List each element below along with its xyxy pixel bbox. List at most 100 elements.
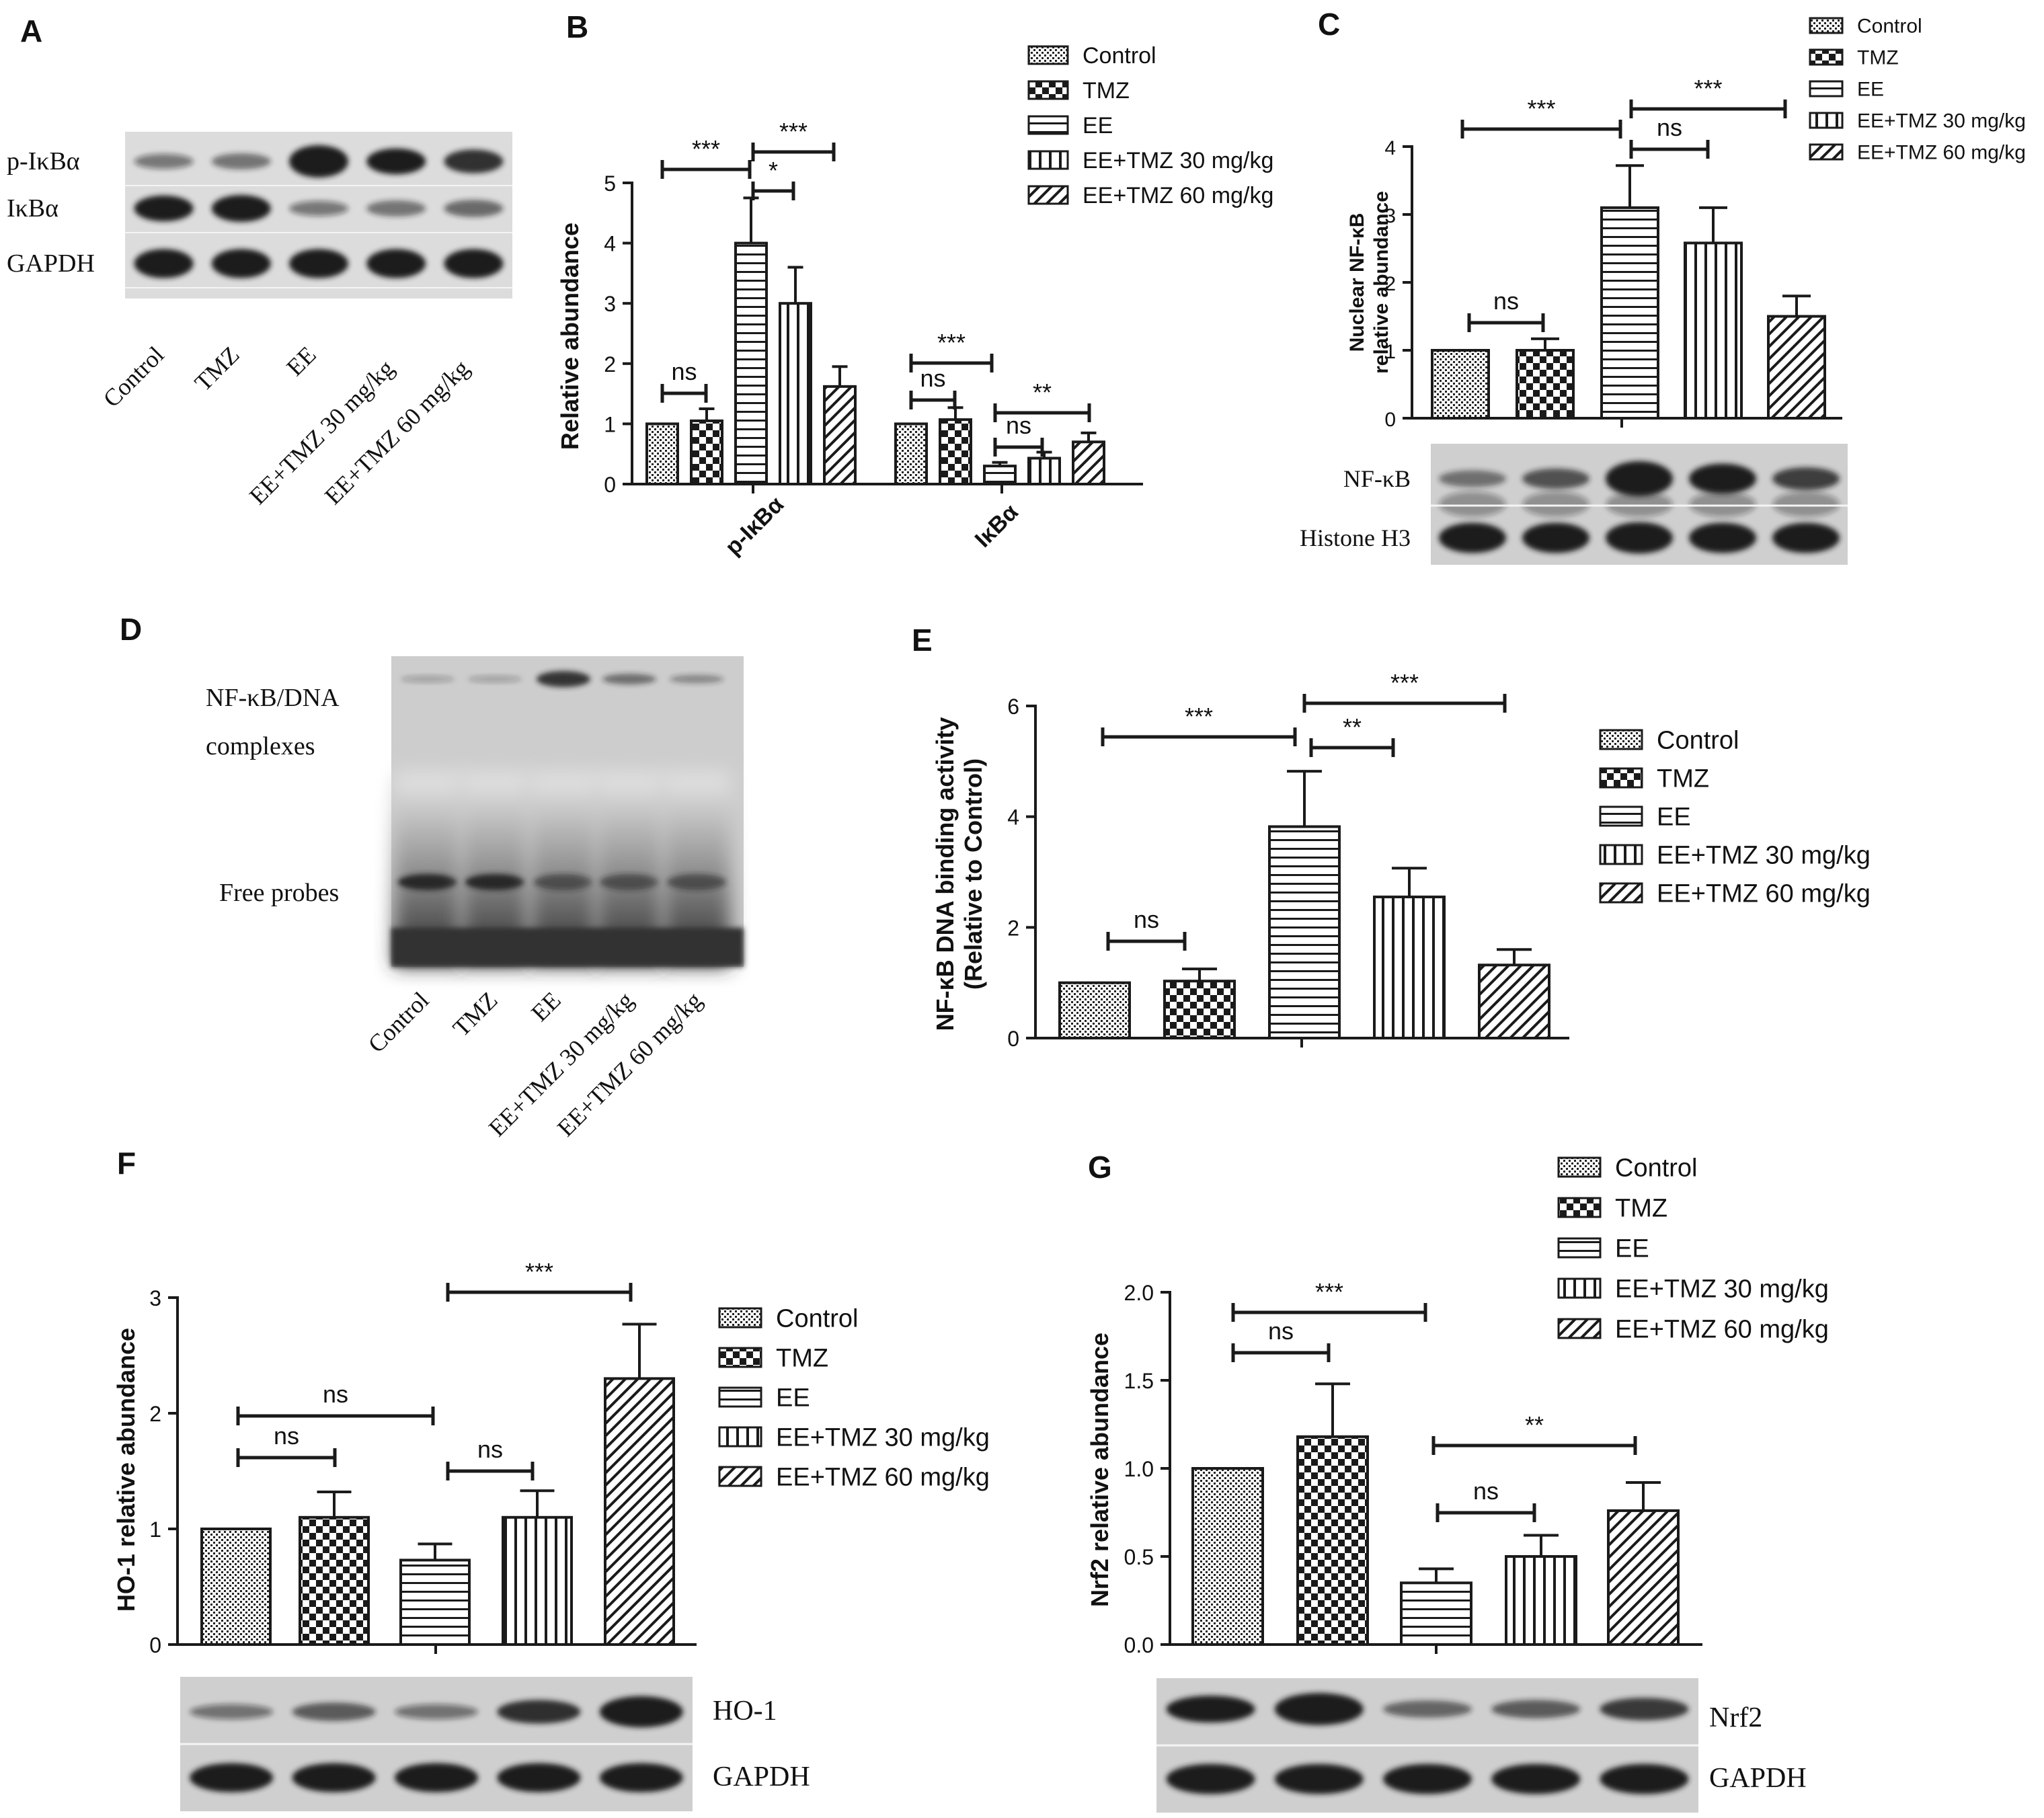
bar: [604, 1377, 675, 1646]
significance-label: ns: [477, 1435, 503, 1463]
legend-b: Control TMZ EE EE+TMZ 30 mg/kg EE+TMZ 60 mg/…: [1027, 43, 1273, 208]
x-tick-label: IκBα: [970, 500, 1023, 553]
complex-band: [468, 676, 522, 682]
panel-letter: E: [912, 623, 933, 658]
panel-letter: F: [117, 1146, 136, 1181]
complex-band: [602, 674, 656, 684]
blot-band: [289, 200, 348, 216]
panel-letter: C: [1318, 7, 1340, 42]
significance-label: ns: [1657, 114, 1682, 141]
bar: [645, 422, 679, 486]
blot-band: [1383, 1700, 1472, 1718]
legend-entry: EE+TMZ 60 mg/kg: [1857, 142, 2026, 164]
legend-entry: EE: [1615, 1234, 1649, 1263]
blot-band: [1491, 1700, 1581, 1718]
blot-row-label: GAPDH: [1709, 1763, 1807, 1794]
blot-band: [1274, 1764, 1364, 1794]
blot-band: [1606, 522, 1673, 554]
y-axis-title: Relative abundance: [556, 223, 584, 450]
blot-band: [497, 1700, 581, 1724]
legend-entry: EE+TMZ 30 mg/kg: [1083, 148, 1273, 173]
blot-band: [1522, 468, 1589, 489]
panel-letter: D: [120, 612, 142, 647]
lane-label: EE: [526, 986, 565, 1026]
free-probe-band: [465, 874, 524, 890]
bar: [894, 422, 928, 486]
bar: [823, 385, 857, 486]
significance-label: ns: [1006, 411, 1031, 439]
significance-label: ns: [920, 364, 945, 392]
blot-band: [190, 1704, 274, 1720]
blot-row-label: Nrf2: [1709, 1702, 1762, 1733]
gel-label: Free probes: [219, 879, 339, 907]
blot-band: [289, 145, 348, 177]
legend-entry: TMZ: [1657, 764, 1709, 793]
blot-band: [1772, 467, 1840, 490]
legend-swatch: [1599, 882, 1643, 904]
blot-band: [211, 195, 271, 222]
bar: [1505, 1555, 1577, 1646]
y-axis-title: (Relative to Control): [959, 758, 987, 990]
blot-row-label: GAPDH: [713, 1762, 810, 1792]
y-axis-title: NF-κB DNA binding activity: [931, 717, 959, 1031]
lane-label: TMZ: [190, 341, 245, 396]
chart-G: 0.0 0.5 1.0 1.5 2.0 Nrf2 relative abundance G *…: [1086, 1150, 1702, 1657]
y-axis-title: Nuclear NF-κB: [1346, 213, 1368, 352]
blot-band: [1439, 491, 1506, 517]
blot-band: [1606, 461, 1673, 496]
blot-row-label: p-IκBα: [7, 147, 80, 175]
bar: [1163, 980, 1236, 1039]
legend-swatch: [1809, 17, 1844, 34]
panel-letter: B: [566, 9, 588, 44]
lane-label: EE: [281, 341, 321, 381]
legend-swatch: [1599, 729, 1643, 750]
significance-label: ns: [1473, 1477, 1499, 1505]
significance-label: ***: [779, 118, 808, 145]
y-tick-label: 1: [149, 1517, 161, 1542]
legend-swatch: [718, 1386, 762, 1408]
y-tick-label: 1: [1384, 341, 1396, 363]
blot-band: [395, 1763, 478, 1792]
blot-row-label: NF-κB: [1343, 465, 1411, 492]
bar: [200, 1528, 272, 1646]
y-tick-label: 4: [1007, 805, 1019, 830]
legend-entry: Control: [1857, 15, 1922, 38]
legend-swatch: [1027, 80, 1069, 100]
legend-entry: TMZ: [1615, 1194, 1667, 1222]
blot-band: [1606, 491, 1673, 517]
significance-label: ***: [1390, 669, 1419, 697]
lane-label: EE+TMZ 30 mg/kg: [244, 354, 399, 510]
blot-band: [1522, 491, 1589, 517]
bar: [502, 1515, 573, 1647]
legend-swatch: [718, 1307, 762, 1329]
significance-label: ns: [323, 1380, 348, 1408]
y-tick-label: 2: [1384, 273, 1396, 295]
blot-band: [211, 249, 271, 278]
legend-entry: Control: [1615, 1154, 1698, 1182]
legend-swatch: [1557, 1318, 1602, 1339]
gel-label: complexes: [206, 732, 315, 760]
bar: [1191, 1467, 1264, 1646]
y-tick-label: 1.0: [1124, 1457, 1154, 1481]
free-probe-band: [600, 874, 659, 890]
blot-band: [134, 249, 194, 278]
bar: [1607, 1509, 1680, 1646]
legend-swatch: [1027, 150, 1069, 170]
y-tick-label: 0: [1007, 1027, 1019, 1051]
bar: [1516, 349, 1575, 420]
x-tick-label: p-IκBα: [720, 491, 789, 560]
legend-entry: EE+TMZ 60 mg/kg: [1083, 183, 1273, 208]
bar: [1400, 1581, 1472, 1647]
significance-label: ***: [1185, 703, 1213, 730]
significance-label: ***: [1527, 95, 1555, 122]
y-tick-label: 2: [604, 352, 616, 377]
legend-swatch: [1027, 45, 1069, 65]
bar: [1684, 241, 1743, 420]
blot-band: [1522, 522, 1589, 553]
legend-entry: EE+TMZ 30 mg/kg: [1615, 1275, 1829, 1303]
chart-C: 0 1 2 3 4 Nuclear NF-κB relative abundance C ***…: [1318, 7, 1842, 431]
bar: [1268, 825, 1341, 1040]
blot-row-label: IκBα: [7, 194, 58, 223]
legend-f: Control TMZ EE EE+TMZ 30 mg/kg EE+TMZ 60 mg/…: [718, 1304, 990, 1491]
